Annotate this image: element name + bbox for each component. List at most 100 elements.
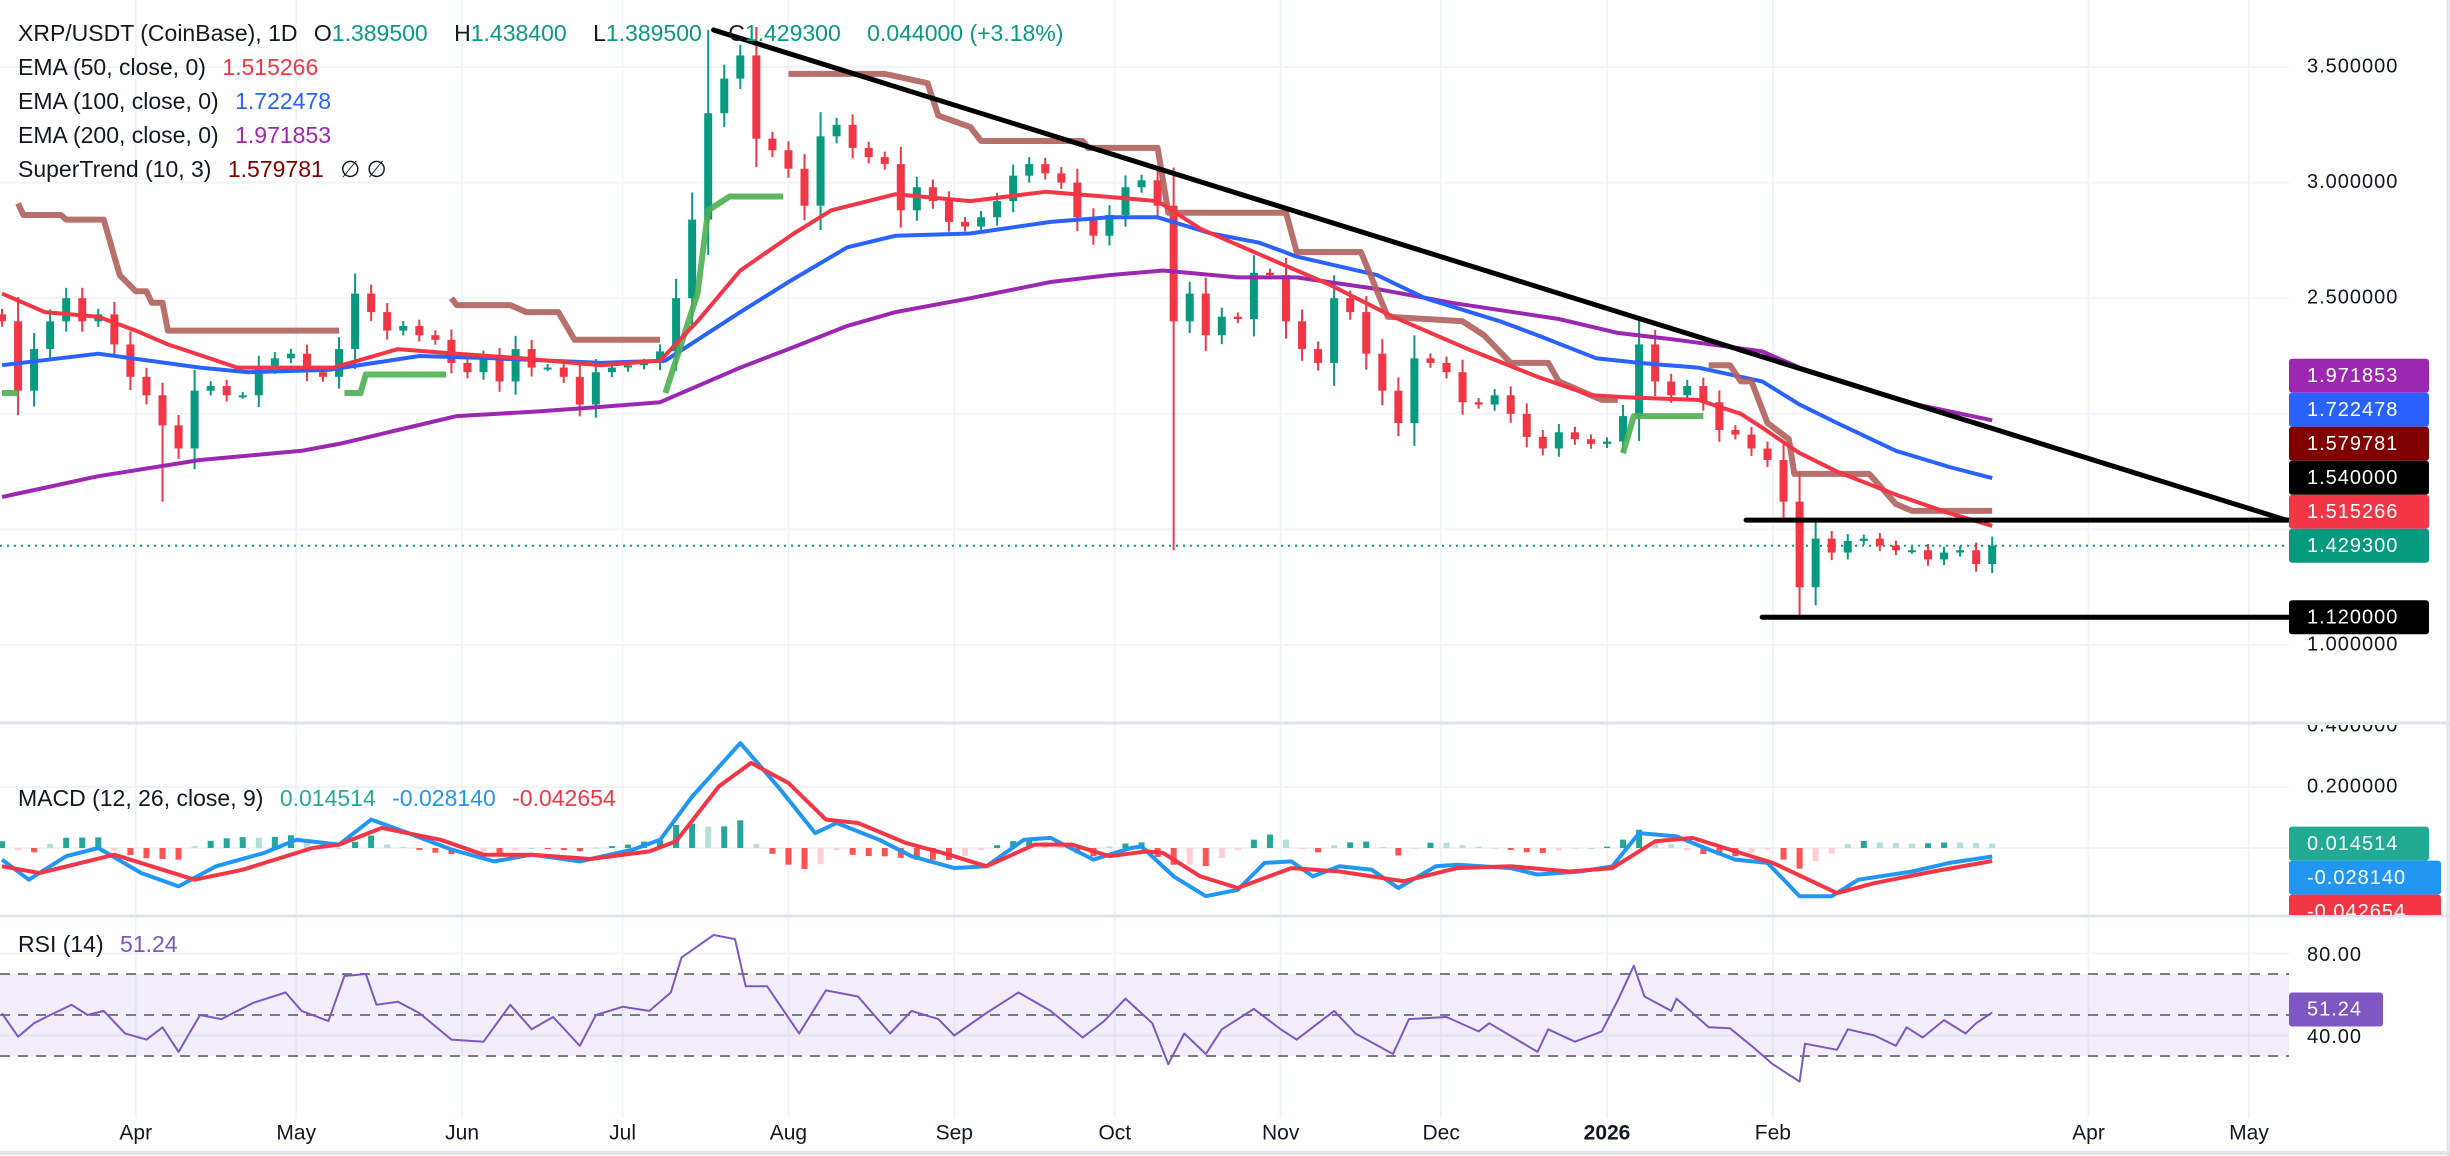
candle[interactable] bbox=[1314, 341, 1323, 371]
candle[interactable] bbox=[736, 45, 745, 89]
candle[interactable] bbox=[174, 414, 183, 459]
supertrend-legend[interactable]: SuperTrend (10, 3) 1.579781 ∅ ∅ bbox=[18, 152, 397, 186]
candle[interactable] bbox=[1843, 534, 1852, 560]
candle[interactable] bbox=[1057, 167, 1066, 189]
candle[interactable] bbox=[190, 369, 199, 470]
candle[interactable] bbox=[784, 141, 793, 178]
candle[interactable] bbox=[1105, 205, 1114, 246]
candle[interactable] bbox=[1811, 520, 1820, 606]
candle[interactable] bbox=[431, 330, 440, 345]
candle[interactable] bbox=[1378, 339, 1387, 406]
candle[interactable] bbox=[1715, 390, 1724, 442]
candle[interactable] bbox=[1490, 389, 1499, 411]
ema50-line[interactable] bbox=[1, 189, 1993, 528]
candle[interactable] bbox=[126, 331, 135, 390]
supertrend-down-segment[interactable] bbox=[788, 70, 1618, 403]
candle[interactable] bbox=[1009, 164, 1018, 213]
candle[interactable] bbox=[399, 321, 408, 336]
candle[interactable] bbox=[752, 27, 761, 168]
symbol-legend[interactable]: XRP/USDT (CoinBase), 1D O1.389500 H1.438… bbox=[18, 16, 1073, 50]
candle[interactable] bbox=[1506, 386, 1515, 423]
macd-legend[interactable]: MACD (12, 26, close, 9) 0.014514 -0.0281… bbox=[18, 781, 626, 815]
candle[interactable] bbox=[286, 348, 295, 364]
candle[interactable] bbox=[254, 355, 263, 408]
candle[interactable] bbox=[768, 131, 777, 158]
candle[interactable] bbox=[1603, 437, 1611, 449]
candle[interactable] bbox=[1282, 257, 1290, 339]
candle[interactable] bbox=[896, 146, 905, 228]
candle[interactable] bbox=[0, 308, 6, 327]
candle[interactable] bbox=[1362, 296, 1371, 370]
candle[interactable] bbox=[543, 364, 552, 372]
candle[interactable] bbox=[1169, 167, 1178, 551]
candle[interactable] bbox=[1426, 353, 1435, 368]
candle[interactable] bbox=[1201, 277, 1210, 352]
price-pane[interactable] bbox=[0, 27, 2289, 620]
ema100-line[interactable] bbox=[1, 215, 1993, 481]
candle[interactable] bbox=[30, 333, 39, 407]
candle[interactable] bbox=[1907, 546, 1916, 554]
candle[interactable] bbox=[415, 319, 424, 342]
candle[interactable] bbox=[351, 273, 360, 370]
macd-scale[interactable]: 0.400000 0.200000 0.014514 -0.028140 -0.0426… bbox=[2289, 714, 2441, 928]
candle[interactable] bbox=[1217, 307, 1226, 345]
candle[interactable] bbox=[559, 361, 568, 384]
candle[interactable] bbox=[1570, 426, 1579, 445]
candle[interactable] bbox=[1185, 281, 1194, 334]
candle[interactable] bbox=[78, 287, 87, 332]
symbol-title[interactable]: XRP/USDT (CoinBase), 1D bbox=[18, 20, 298, 46]
candle[interactable] bbox=[14, 297, 23, 415]
candle[interactable] bbox=[302, 344, 311, 382]
candle[interactable] bbox=[463, 356, 472, 379]
rsi-pane[interactable] bbox=[1, 934, 1993, 1083]
candle[interactable] bbox=[1041, 157, 1050, 180]
candle[interactable] bbox=[1795, 472, 1804, 618]
candle[interactable] bbox=[1153, 169, 1162, 217]
candle[interactable] bbox=[206, 381, 215, 396]
candle[interactable] bbox=[46, 309, 55, 361]
candle[interactable] bbox=[62, 287, 71, 332]
trendline-drawing[interactable] bbox=[711, 27, 2289, 523]
candle[interactable] bbox=[1442, 356, 1451, 379]
candle[interactable] bbox=[977, 211, 986, 233]
candle[interactable] bbox=[880, 151, 889, 170]
candle[interactable] bbox=[1137, 174, 1146, 193]
candle[interactable] bbox=[1699, 377, 1708, 411]
macd-pane[interactable] bbox=[0, 741, 1996, 899]
candle[interactable] bbox=[383, 303, 392, 340]
candle[interactable] bbox=[864, 141, 873, 164]
candle[interactable] bbox=[222, 379, 231, 402]
ema200-line[interactable] bbox=[1, 268, 1993, 499]
candle[interactable] bbox=[511, 335, 520, 395]
candle[interactable] bbox=[335, 337, 344, 389]
candle[interactable] bbox=[1089, 208, 1098, 245]
candle[interactable] bbox=[142, 367, 151, 405]
supertrend-up-segment[interactable] bbox=[344, 371, 447, 396]
candle[interactable] bbox=[1249, 255, 1258, 337]
candle[interactable] bbox=[1586, 434, 1595, 449]
candle[interactable] bbox=[816, 112, 825, 230]
candle[interactable] bbox=[1458, 359, 1467, 415]
candle[interactable] bbox=[1554, 423, 1563, 457]
rsi-scale[interactable]: 80.00 40.00 51.24 bbox=[2289, 944, 2383, 1048]
ema100-legend[interactable]: EMA (100, close, 0) 1.722478 bbox=[18, 84, 341, 118]
candle[interactable] bbox=[1956, 546, 1965, 557]
macd-line[interactable] bbox=[0, 741, 1993, 899]
macd-signal-line[interactable] bbox=[1, 760, 1993, 896]
candle[interactable] bbox=[1330, 275, 1339, 386]
candle[interactable] bbox=[495, 347, 504, 392]
candle[interactable] bbox=[912, 176, 921, 221]
candle[interactable] bbox=[1972, 542, 1981, 572]
candle[interactable] bbox=[1779, 444, 1788, 518]
candle[interactable] bbox=[1763, 441, 1772, 467]
candle[interactable] bbox=[1233, 312, 1242, 324]
candle[interactable] bbox=[158, 382, 167, 502]
candle[interactable] bbox=[1298, 309, 1307, 361]
candle[interactable] bbox=[1747, 426, 1756, 457]
candle[interactable] bbox=[848, 114, 857, 159]
supertrend-up-segment[interactable] bbox=[662, 193, 784, 394]
price-scale[interactable]: 3.500000 3.000000 2.500000 1.000000 1.971853… bbox=[2289, 55, 2429, 655]
candle[interactable] bbox=[961, 217, 969, 232]
candle[interactable] bbox=[1538, 429, 1547, 456]
